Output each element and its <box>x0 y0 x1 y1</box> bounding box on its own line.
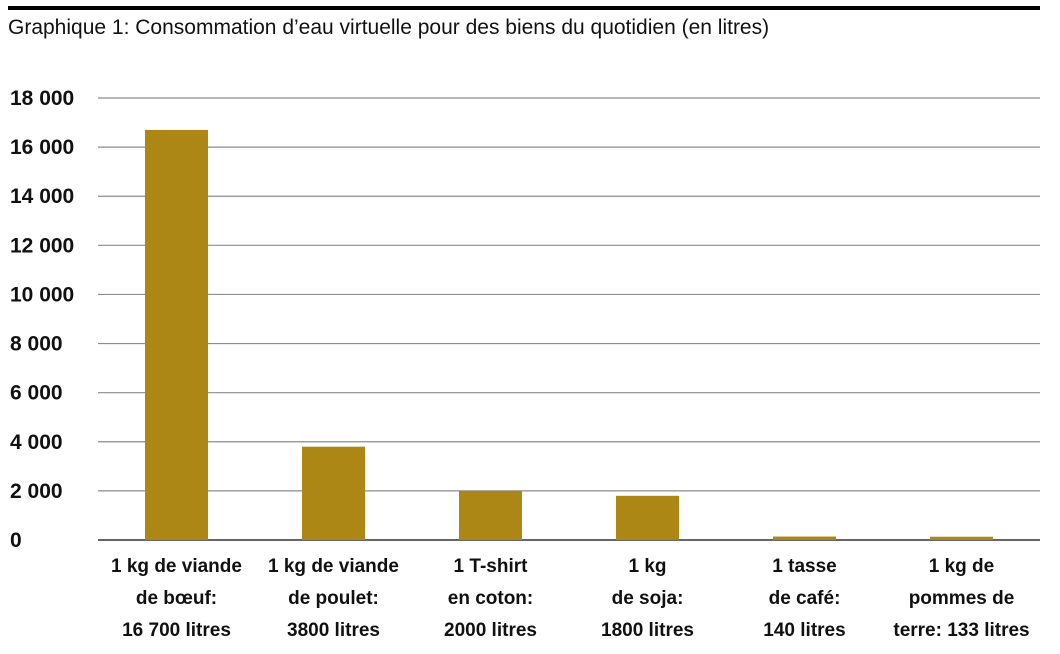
x-axis-labels: 1 kg de viande de bœuf: 16 700 litres 1 kg … <box>111 556 1030 641</box>
y-axis-ticks: 0 2 000 4 000 6 000 8 000 10 000 12 000 14 000 1… <box>10 87 74 552</box>
x-tick-label: 1 T-shirt en coton: 2000 litres <box>444 556 537 641</box>
bar <box>459 490 522 540</box>
bar <box>616 495 679 540</box>
bar <box>773 536 836 540</box>
bars <box>145 129 993 540</box>
x-tick-label: 1 kg de viande de bœuf: 16 700 litres <box>111 556 242 641</box>
y-tick-label: 10 000 <box>10 283 74 306</box>
y-tick-label: 18 000 <box>10 87 74 110</box>
x-tick-label: 1 tasse de café: 140 litres <box>763 556 845 641</box>
y-tick-label: 6 000 <box>10 382 63 405</box>
y-tick-label: 4 000 <box>10 431 63 454</box>
chart-title: Graphique 1: Consommation d’eau virtuell… <box>8 16 770 39</box>
gridlines <box>98 97 1040 541</box>
top-rule <box>8 6 1040 10</box>
y-tick-label: 14 000 <box>10 185 74 208</box>
x-tick-label: 1 kg de viande de poulet: 3800 litres <box>268 556 399 641</box>
y-tick-label: 0 <box>10 529 22 552</box>
bar <box>145 129 208 540</box>
y-tick-label: 8 000 <box>10 333 63 356</box>
x-tick-label: 1 kg de soja: 1800 litres <box>601 556 694 641</box>
bar <box>302 446 365 540</box>
y-tick-label: 16 000 <box>10 136 74 159</box>
y-tick-label: 2 000 <box>10 480 63 503</box>
y-tick-label: 12 000 <box>10 234 74 257</box>
bar <box>930 536 993 540</box>
x-tick-label: 1 kg de pommes de terre: 133 litres <box>893 556 1029 641</box>
